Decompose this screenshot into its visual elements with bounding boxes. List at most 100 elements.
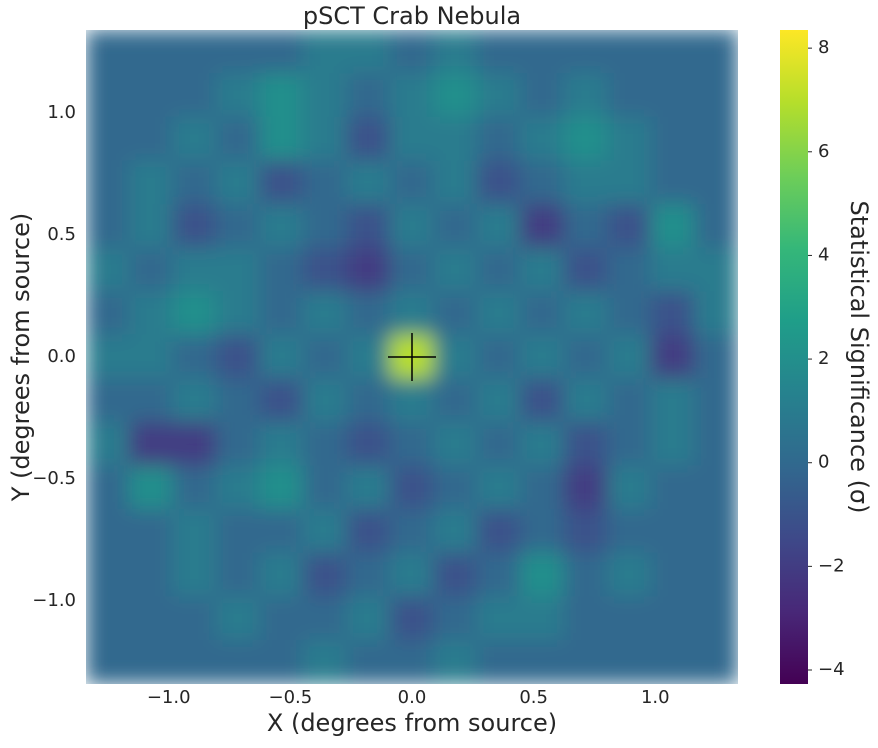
heatmap-cell xyxy=(389,509,435,554)
heatmap-cell xyxy=(259,552,304,598)
heatmap-cell xyxy=(520,334,565,380)
heatmap-cell xyxy=(172,509,217,554)
heatmap-cell xyxy=(215,378,261,423)
heatmap-cell xyxy=(389,160,435,205)
heatmap-cell xyxy=(433,465,478,511)
heatmap-cell xyxy=(607,509,652,554)
heatmap-cell xyxy=(86,378,130,423)
heatmap-cell xyxy=(694,421,738,467)
heatmap-cell xyxy=(433,639,478,684)
heatmap-cell xyxy=(215,160,261,205)
heatmap-cell xyxy=(172,247,217,293)
heatmap-cell xyxy=(302,421,348,467)
heatmap-cell xyxy=(86,596,130,641)
heatmap-cell xyxy=(302,247,348,293)
heatmap-cell xyxy=(694,552,738,598)
heatmap-cell xyxy=(389,247,435,293)
heatmap-cell xyxy=(172,160,217,205)
heatmap-cell xyxy=(607,639,652,684)
heatmap-cell xyxy=(215,639,261,684)
heatmap-cell xyxy=(520,116,565,162)
heatmap-cell xyxy=(607,421,652,467)
heatmap-cell xyxy=(259,73,304,118)
heatmap-cell xyxy=(520,247,565,293)
heatmap-cell xyxy=(650,160,696,205)
heatmap-cell xyxy=(302,552,348,598)
x-tick-label: −1.0 xyxy=(147,687,191,708)
heatmap-cell xyxy=(86,203,130,249)
heatmap-cell xyxy=(128,378,174,423)
heatmap-cell xyxy=(86,160,130,205)
heatmap-cell xyxy=(433,596,478,641)
heatmap-cell xyxy=(433,291,478,336)
heatmap-cell xyxy=(433,334,478,380)
heatmap-cell xyxy=(650,334,696,380)
colorbar xyxy=(780,30,808,684)
heatmap-cell xyxy=(389,116,435,162)
heatmap-cell xyxy=(215,247,261,293)
heatmap-cell xyxy=(86,30,130,75)
heatmap-cell xyxy=(520,203,565,249)
heatmap-cell xyxy=(694,639,738,684)
heatmap-cell xyxy=(694,247,738,293)
heatmap-cell xyxy=(215,30,261,75)
heatmap-cell xyxy=(563,378,609,423)
colorbar-tick-label: 0 xyxy=(818,452,829,473)
heatmap-cell xyxy=(433,509,478,554)
heatmap-cell xyxy=(302,334,348,380)
heatmap-cell xyxy=(607,465,652,511)
heatmap-cell xyxy=(520,465,565,511)
heatmap-cell xyxy=(346,334,391,380)
heatmap-cell xyxy=(259,421,304,467)
heatmap-cell xyxy=(346,378,391,423)
heatmap-cell xyxy=(650,291,696,336)
heatmap-cell xyxy=(346,291,391,336)
heatmap-cell xyxy=(302,509,348,554)
heatmap-cell xyxy=(650,30,696,75)
heatmap-cell xyxy=(694,378,738,423)
heatmap-cell xyxy=(128,596,174,641)
heatmap-cell xyxy=(215,203,261,249)
heatmap-cell xyxy=(128,465,174,511)
heatmap-cell xyxy=(259,203,304,249)
heatmap-cell xyxy=(694,334,738,380)
heatmap-cell xyxy=(694,291,738,336)
heatmap-cell xyxy=(128,334,174,380)
heatmap-cell xyxy=(694,30,738,75)
heatmap-cell xyxy=(346,160,391,205)
heatmap-cell xyxy=(302,30,348,75)
heatmap-cells xyxy=(86,30,738,684)
heatmap-cell xyxy=(563,291,609,336)
heatmap-cell xyxy=(172,334,217,380)
heatmap-cell xyxy=(215,291,261,336)
heatmap-cell xyxy=(520,596,565,641)
heatmap-cell xyxy=(520,160,565,205)
heatmap-cell xyxy=(128,639,174,684)
heatmap-cell xyxy=(476,291,522,336)
heatmap-cell xyxy=(433,247,478,293)
heatmap-cell xyxy=(172,291,217,336)
heatmap-cell xyxy=(346,596,391,641)
colorbar-tick-label: −4 xyxy=(818,659,845,680)
heatmap-cell xyxy=(563,247,609,293)
y-tick-label: 1.0 xyxy=(47,102,76,123)
colorbar-label: Statistical Significance (σ) xyxy=(845,201,873,514)
chart-title: pSCT Crab Nebula xyxy=(303,2,521,30)
heatmap-cell xyxy=(563,116,609,162)
heatmap-cell xyxy=(172,116,217,162)
heatmap-cell xyxy=(346,509,391,554)
heatmap-cell xyxy=(389,203,435,249)
heatmap-cell xyxy=(215,509,261,554)
heatmap-cell xyxy=(259,334,304,380)
heatmap-cell xyxy=(389,639,435,684)
heatmap xyxy=(86,30,738,684)
y-tick-label: 0.5 xyxy=(47,224,76,245)
heatmap-cell xyxy=(86,73,130,118)
heatmap-cell xyxy=(259,639,304,684)
heatmap-cell xyxy=(172,421,217,467)
heatmap-cell xyxy=(259,30,304,75)
heatmap-cell xyxy=(694,203,738,249)
heatmap-cell xyxy=(563,421,609,467)
heatmap-cell xyxy=(433,73,478,118)
